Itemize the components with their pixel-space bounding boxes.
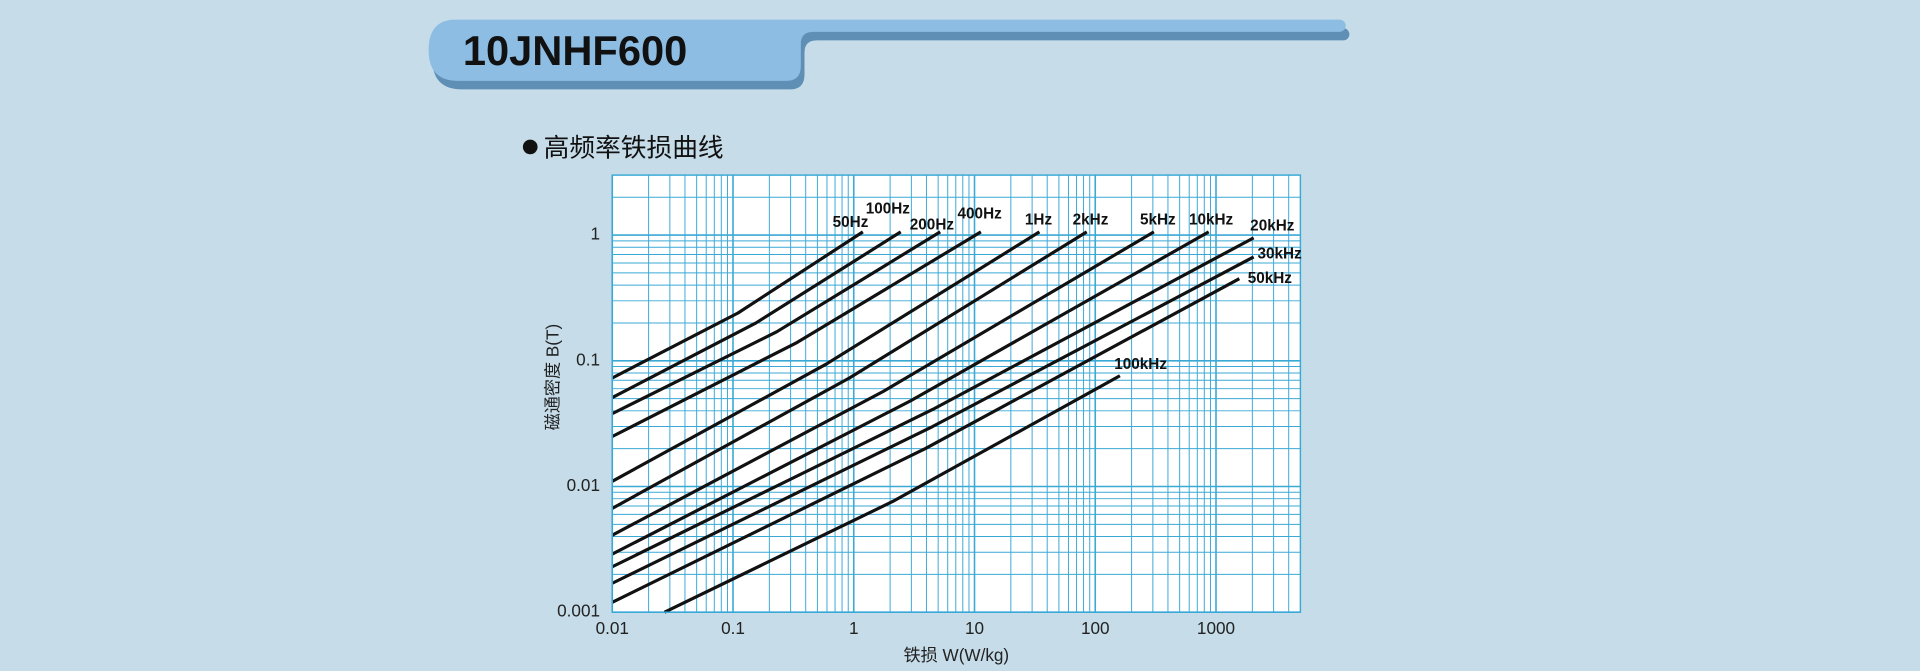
- series-label: 50kHz: [1248, 270, 1293, 287]
- series-label: 5kHz: [1140, 211, 1176, 228]
- series-label: 100Hz: [866, 200, 911, 217]
- series-line: [611, 230, 1155, 537]
- series-line: [611, 230, 982, 438]
- series-line: [611, 230, 1210, 556]
- x-axis-label: 铁损 W(W/kg): [904, 645, 1010, 665]
- plot-border: [611, 174, 1302, 613]
- x-tick-label: 0.1: [721, 618, 745, 638]
- series-label: 50Hz: [833, 214, 869, 231]
- series-label: 100kHz: [1114, 356, 1167, 373]
- header-title: 10JNHF600: [463, 27, 687, 74]
- x-tick-label: 0.01: [596, 618, 629, 638]
- bullet: [522, 139, 538, 155]
- series-line: [611, 230, 902, 399]
- series-line: [663, 374, 1121, 614]
- series-line: [611, 277, 1241, 604]
- series-line: [611, 230, 1088, 510]
- x-tick-label: 1000: [1197, 618, 1235, 638]
- chart-title: 高频率铁损曲线: [544, 134, 724, 163]
- series-label: 2kHz: [1073, 211, 1109, 228]
- series-line: [611, 230, 1041, 483]
- x-tick-label: 10: [965, 618, 984, 638]
- series-label: 1Hz: [1025, 211, 1053, 228]
- series-label: 200Hz: [910, 216, 955, 233]
- y-tick-label: 1: [590, 224, 600, 244]
- x-tick-label: 100: [1081, 618, 1110, 638]
- y-axis-label: 磁通密度 B(T): [542, 324, 562, 431]
- banner: [428, 19, 1346, 81]
- x-tick-label: 1: [849, 618, 859, 638]
- series-label: 30kHz: [1258, 246, 1303, 263]
- series-line: [611, 230, 864, 380]
- series-label: 10kHz: [1189, 211, 1234, 228]
- y-tick-label: 0.01: [567, 475, 600, 495]
- y-tick-label: 0.001: [557, 601, 600, 621]
- y-tick-label: 0.1: [576, 349, 600, 369]
- series-line: [611, 255, 1255, 585]
- series-line: [611, 230, 942, 416]
- series-line: [611, 236, 1255, 569]
- series-label: 400Hz: [958, 205, 1003, 222]
- series-label: 20kHz: [1250, 218, 1295, 235]
